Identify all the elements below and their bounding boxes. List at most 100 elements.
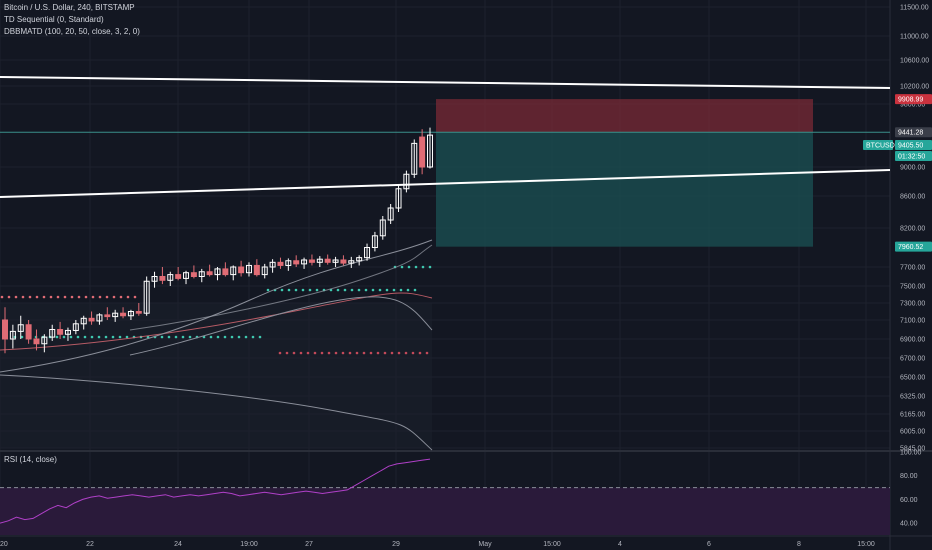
candle-body [80, 317, 87, 325]
price-tick-label: 8200.00 [900, 226, 925, 233]
rsi-tick-label: 40.00 [900, 521, 918, 528]
dot-marker [376, 351, 380, 355]
candle-body [419, 136, 426, 168]
candle-body [411, 142, 418, 175]
dot-marker [126, 295, 130, 299]
dot-marker [308, 288, 312, 292]
tag-bg [895, 241, 932, 252]
resistance-dots [0, 295, 137, 299]
dot-marker [320, 351, 324, 355]
dot-marker [49, 295, 53, 299]
candle-body [253, 264, 260, 276]
candle-body [183, 272, 190, 279]
dot-marker [413, 288, 417, 292]
dot-marker [62, 335, 66, 339]
level-line-lower [0, 169, 891, 198]
price-tick-label: 9800.00 [900, 102, 925, 109]
dot-marker [383, 351, 387, 355]
dot-marker [350, 288, 354, 292]
rsi-tick-label: 80.00 [900, 473, 918, 480]
dot-marker [406, 288, 410, 292]
candle-body [324, 258, 331, 263]
price-tick-label: 6900.00 [900, 337, 925, 344]
dot-marker [425, 351, 429, 355]
candle-body [112, 312, 119, 318]
price-tick-label: 8600.00 [900, 194, 925, 201]
candle-body [277, 261, 284, 266]
dot-marker [313, 351, 317, 355]
price-tick-label: 9000.00 [900, 165, 925, 172]
dot-marker [56, 295, 60, 299]
tag-text: 01:32:50 [898, 154, 925, 161]
candle-body [190, 272, 197, 278]
time-tick-label: May [478, 541, 492, 548]
dot-marker [20, 335, 24, 339]
take-profit-zone [436, 132, 813, 247]
rsi-label[interactable]: RSI (14, close) [4, 455, 57, 464]
rsi-pane [0, 458, 890, 535]
dot-marker [414, 265, 418, 269]
dot-marker [14, 295, 18, 299]
dot-marker [400, 265, 404, 269]
td-dots-red [278, 351, 429, 355]
candle-body [340, 259, 347, 264]
dot-marker [90, 335, 94, 339]
target-price-tag: 7960.52 [895, 241, 932, 252]
candle-body [25, 324, 32, 340]
candle-body [120, 312, 127, 317]
dot-marker [167, 335, 171, 339]
bb-upper [129, 244, 433, 331]
ma-lower-band [0, 374, 433, 451]
tag-text: 7960.52 [898, 244, 923, 251]
time-tick-label: 22 [86, 541, 94, 548]
dot-marker [334, 351, 338, 355]
dot-marker [216, 335, 220, 339]
dot-marker [69, 335, 73, 339]
dot-marker [63, 295, 67, 299]
indicator-td-sequential[interactable]: TD Sequential (0, Standard) [4, 15, 104, 24]
candle-body [316, 258, 323, 263]
candle-body [127, 311, 134, 317]
dot-marker [55, 335, 59, 339]
candle-body [222, 268, 229, 276]
dot-marker [280, 288, 284, 292]
dot-marker [125, 335, 129, 339]
time-tick-label: 27 [305, 541, 313, 548]
dot-marker [292, 351, 296, 355]
candle-body [198, 271, 205, 277]
position-zones [0, 99, 890, 448]
candle-body [427, 134, 433, 168]
candle-body [238, 266, 245, 274]
price-tick-label: 6165.00 [900, 412, 925, 419]
candle-body [371, 235, 378, 249]
price-tick-label: 6500.00 [900, 375, 925, 382]
price-tick-label: 7300.00 [900, 301, 925, 308]
candle-body [17, 324, 24, 332]
dot-marker [104, 335, 108, 339]
rsi-line [0, 458, 431, 524]
dot-marker [362, 351, 366, 355]
rsi-tick-label: 100.00 [900, 450, 922, 457]
dot-marker [364, 288, 368, 292]
indicator-dbbmatd[interactable]: DBBMATD (100, 20, 50, close, 3, 2, 0) [4, 27, 140, 36]
dot-marker [336, 288, 340, 292]
dot-marker [230, 335, 234, 339]
time-tick-label: 19:00 [240, 541, 258, 548]
dot-marker [133, 295, 137, 299]
candle-body [64, 329, 71, 335]
time-tick-label: 15:00 [543, 541, 561, 548]
dot-marker [315, 288, 319, 292]
dot-marker [251, 335, 255, 339]
candle-body [159, 276, 166, 281]
candle-body [293, 260, 300, 265]
dot-marker [407, 265, 411, 269]
dot-marker [111, 335, 115, 339]
dot-marker [301, 288, 305, 292]
time-tick-label: 6 [707, 541, 711, 548]
bb-middle [129, 296, 433, 356]
tag-bg [863, 140, 893, 150]
tag-bg [895, 127, 932, 138]
dot-marker [160, 335, 164, 339]
